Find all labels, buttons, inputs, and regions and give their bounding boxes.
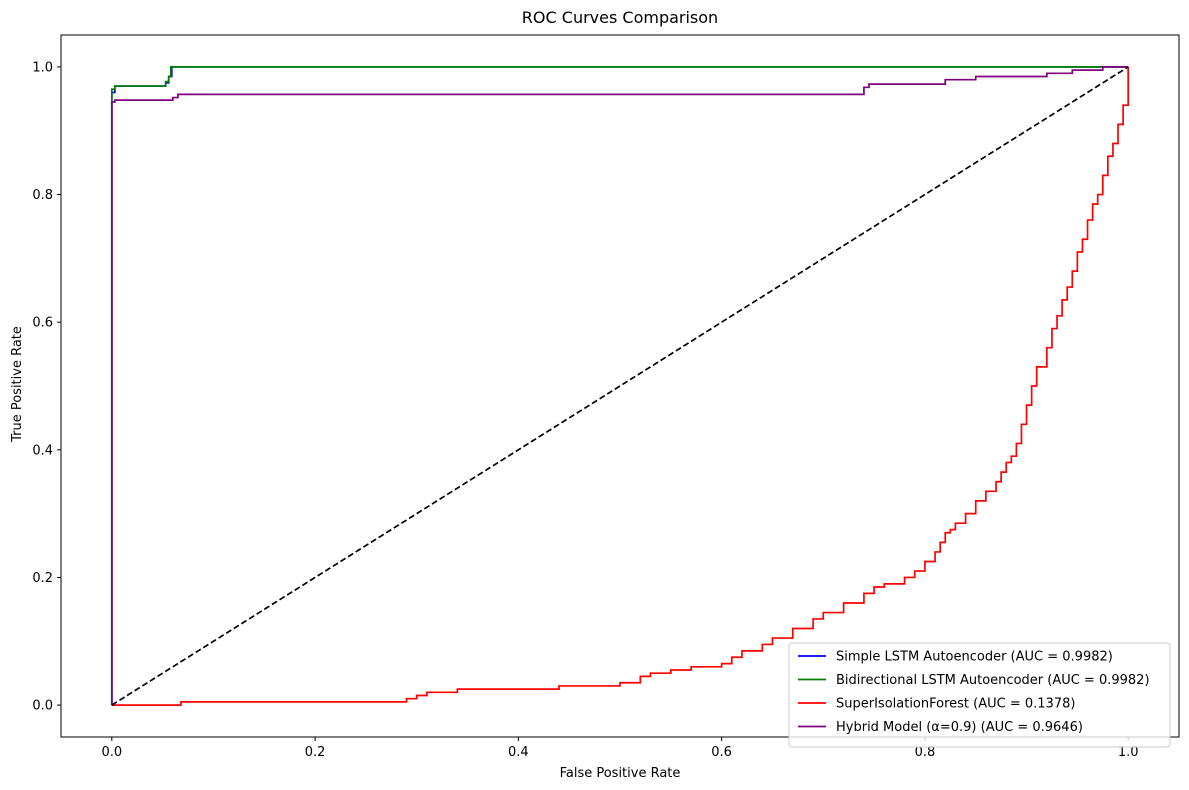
x-tick-label: 0.2 <box>305 745 326 760</box>
y-tick-label: 1.0 <box>32 60 53 75</box>
x-tick-label: 0.8 <box>915 745 936 760</box>
legend: Simple LSTM Autoencoder (AUC = 0.9982) Bi… <box>788 642 1171 748</box>
legend-entry: Hybrid Model (α=0.9) (AUC = 0.9646) <box>836 720 1083 735</box>
x-tick-label: 0.4 <box>508 745 529 760</box>
plot-area <box>110 66 1130 706</box>
plot-frame <box>60 34 1180 738</box>
series-line-3 <box>110 66 1129 706</box>
legend-entry: SuperIsolationForest (AUC = 0.1378) <box>836 697 1075 712</box>
series-line-2 <box>111 66 1130 706</box>
x-tick-label: 0.6 <box>711 745 732 760</box>
legend-entry: Bidirectional LSTM Autoencoder (AUC = 0.… <box>836 673 1150 688</box>
y-tick-label: 0.8 <box>32 188 53 203</box>
y-tick-label: 0.2 <box>32 571 53 586</box>
chart-title: ROC Curves Comparison <box>522 8 718 27</box>
x-axis-label: False Positive Rate <box>560 766 681 781</box>
y-axis-label: True Positive Rate <box>10 326 25 443</box>
y-tick-label: 0.0 <box>32 699 53 714</box>
axes: 0.0 0.2 0.4 0.6 0.8 1.0 0.0 0.2 0.4 0.6 0.8 1.0 <box>32 34 1180 760</box>
series-line-4 <box>111 66 1129 706</box>
legend-entry: Simple LSTM Autoencoder (AUC = 0.9982) <box>836 650 1113 665</box>
y-tick-label: 0.4 <box>32 443 53 458</box>
x-tick-label: 0.0 <box>101 745 122 760</box>
y-tick-label: 0.6 <box>32 316 53 331</box>
series-line-1 <box>110 66 1129 706</box>
legend-box <box>788 642 1171 748</box>
x-tick-label: 1.0 <box>1118 745 1139 760</box>
